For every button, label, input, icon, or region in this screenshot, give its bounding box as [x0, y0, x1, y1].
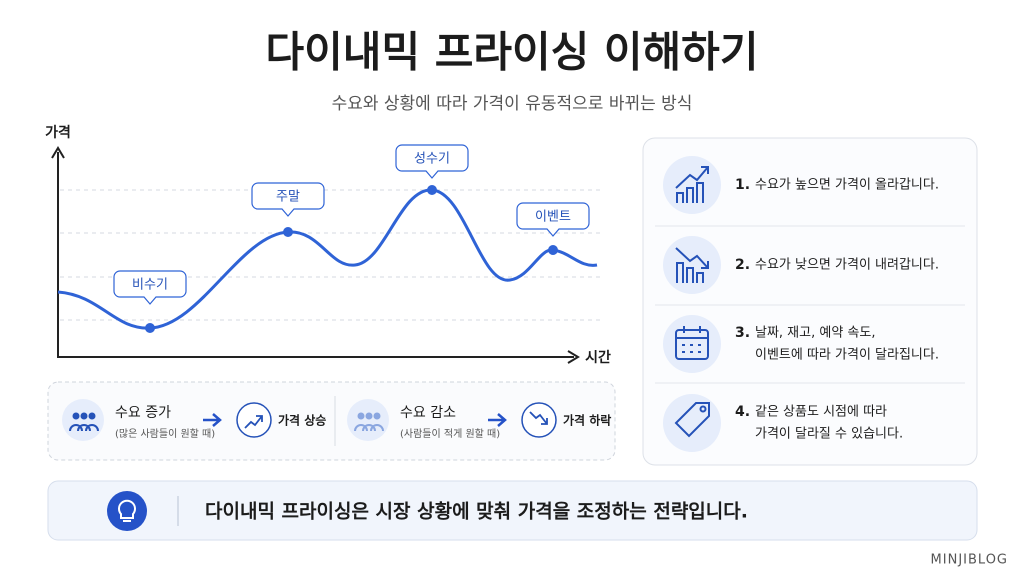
watermark: MINJIBLOG — [931, 553, 1008, 568]
icon-bg — [663, 394, 721, 452]
trend-icon — [521, 402, 557, 438]
list-number: 3. — [735, 325, 750, 341]
person-head — [80, 412, 88, 420]
point — [145, 323, 155, 333]
callout-label: 이벤트 — [535, 210, 571, 225]
callout-label: 비수기 — [132, 278, 168, 293]
person-head — [373, 412, 381, 420]
legend-title: 수요 증가 — [115, 405, 171, 421]
person-head — [72, 412, 80, 420]
y-label: 가격 — [45, 124, 71, 141]
list-line: 이벤트에 따라 가격이 달라집니다. — [755, 348, 939, 363]
callout-box — [113, 270, 187, 305]
x-label: 시간 — [585, 349, 611, 366]
callout-box — [251, 182, 325, 217]
legend-panel — [47, 381, 616, 461]
tag-hole — [699, 405, 707, 413]
rising-icon — [675, 166, 709, 203]
list-line: 수요가 높으면 가격이 올라갑니다. — [755, 178, 939, 193]
point — [427, 185, 437, 195]
calendar-grid — [676, 326, 708, 353]
legend-note: (사람들이 적게 원할 때) — [400, 427, 500, 440]
people-icon — [69, 424, 99, 432]
callout-label: 주말 — [276, 190, 300, 205]
subtitle: 수요와 상황에 따라 가격이 유동적으로 바뀌는 방식 — [332, 94, 693, 114]
legend-result: 가격 상승 — [278, 413, 326, 428]
icon-bg — [663, 236, 721, 294]
x-arrow — [567, 350, 580, 364]
footer-bar — [47, 480, 978, 541]
list-number: 1. — [735, 177, 750, 193]
arrow — [488, 413, 507, 427]
price-curve — [57, 188, 598, 330]
list-line: 가격이 달라질 수 있습니다. — [755, 427, 903, 442]
list-number: 2. — [735, 257, 750, 273]
list-line: 날짜, 재고, 예약 속도, — [755, 326, 875, 341]
people-icon — [354, 424, 384, 432]
bulb-bg — [107, 491, 147, 531]
tag-icon — [674, 402, 710, 438]
icon-bg — [663, 156, 721, 214]
bulb-icon — [118, 499, 136, 522]
footer-text: 다이내믹 프라이싱은 시장 상황에 맞춰 가격을 조정하는 전략입니다. — [205, 500, 748, 523]
trend-icon — [236, 402, 272, 438]
trend-arrow — [244, 415, 263, 429]
legend-result: 가격 하락 — [563, 413, 611, 428]
legend-title: 수요 감소 — [400, 405, 456, 421]
point — [283, 227, 293, 237]
falling-icon — [675, 247, 709, 283]
people-icon-bg — [62, 399, 104, 441]
trend-arrow — [529, 411, 548, 425]
person-head — [88, 412, 96, 420]
people-icon-bg — [347, 399, 389, 441]
callout-label: 성수기 — [414, 152, 450, 167]
legend-note: (많은 사람들이 원할 때) — [115, 427, 215, 440]
person-head — [365, 412, 373, 420]
person-head — [357, 412, 365, 420]
callout-box — [395, 144, 469, 179]
calendar-icon — [675, 329, 709, 360]
y-arrow — [51, 146, 65, 159]
title: 다이내믹 프라이싱 이해하기 — [266, 28, 759, 77]
point — [548, 245, 558, 255]
arrow — [203, 413, 222, 427]
list-line: 같은 상품도 시점에 따라 — [755, 405, 887, 420]
list-line: 수요가 낮으면 가격이 내려갑니다. — [755, 258, 939, 273]
list-number: 4. — [735, 404, 750, 420]
callout-box — [516, 202, 590, 237]
